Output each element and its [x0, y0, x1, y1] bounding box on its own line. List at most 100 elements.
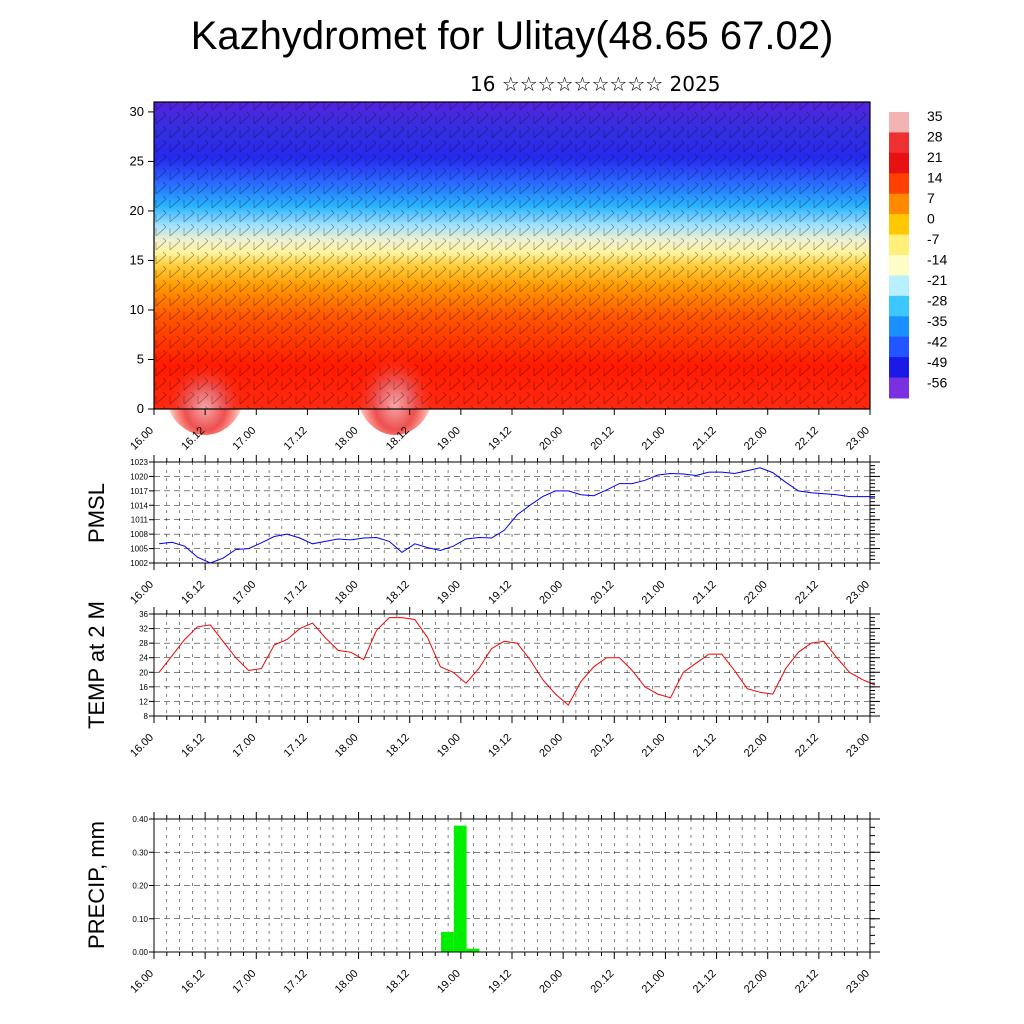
- y-tick-label: 1020: [130, 472, 148, 481]
- x-tick-label: 17.00: [230, 425, 258, 453]
- precip-grid: [154, 818, 870, 953]
- x-tick-label: 22.00: [742, 579, 770, 607]
- colorbar-box: [889, 152, 909, 174]
- y-tick-label: 0.30: [132, 848, 148, 857]
- chart-subtitle: 16 ☆☆☆☆☆☆☆☆☆ 2025: [470, 72, 721, 96]
- temp-y-label: TEMP at 2 M: [84, 601, 109, 729]
- x-tick-label: 20.12: [588, 732, 616, 760]
- x-tick-label: 20.00: [537, 579, 565, 607]
- precip-y-axis: 0.00 0.10 0.20 0.30 0.40: [132, 815, 880, 957]
- colorbar-label: -7: [927, 231, 940, 247]
- pmsl-line: [159, 467, 876, 564]
- colorbar-box: [889, 336, 909, 358]
- y-tick-label: 24: [139, 654, 148, 663]
- x-tick-label: 17.00: [230, 968, 258, 996]
- y-tick-label: 1017: [130, 487, 148, 496]
- x-tick-label: 18.00: [333, 968, 361, 996]
- x-tick-label: 16.00: [128, 425, 156, 453]
- y-tick-label: 0.10: [132, 915, 148, 924]
- colorbar-box: [889, 173, 909, 195]
- y-tick-label: 16: [139, 683, 148, 692]
- x-tick-label: 22.12: [793, 968, 821, 996]
- x-tick-label: 21.00: [640, 732, 668, 760]
- colorbar-box: [889, 255, 909, 276]
- y-tick-label: 20: [130, 203, 144, 218]
- x-tick-label: 17.00: [230, 732, 258, 760]
- x-tick-label: 21.12: [691, 579, 719, 607]
- y-tick-label: 1002: [130, 559, 148, 568]
- y-tick-label: 1014: [130, 501, 148, 510]
- precip-bar: [453, 825, 467, 952]
- precip-x-axis: 16.00 16.12 17.00 17.12 18.00 18.12 19.00 19.12…: [128, 812, 872, 996]
- pmsl-x-axis: 16.00 16.12 17.00 17.12 18.00 18.12 19.00 19.12…: [128, 455, 872, 607]
- precip-y-label: PRECIP, mm: [84, 821, 109, 949]
- colorbar-box: [889, 357, 909, 379]
- heatmap-y-axis: 0 5 10 15 20 25 30: [130, 104, 154, 416]
- x-tick-label: 22.12: [793, 579, 821, 607]
- colorbar-box: [889, 112, 909, 133]
- colorbar-label: 35: [927, 108, 943, 124]
- y-tick-label: 0.20: [132, 882, 148, 891]
- colorbar-box: [889, 316, 909, 338]
- x-tick-label: 17.12: [282, 425, 310, 453]
- x-tick-label: 17.12: [282, 579, 310, 607]
- x-tick-label: 19.00: [435, 968, 463, 996]
- colorbar-label: 28: [927, 129, 943, 145]
- y-tick-label: 32: [139, 625, 148, 634]
- y-tick-label: 1005: [130, 545, 148, 554]
- precip-panel: 0.00 0.10 0.20 0.30 0.40 16.00 16.12 17.00 17.1…: [84, 812, 880, 996]
- colorbar-box: [889, 193, 909, 215]
- x-tick-label: 18.00: [333, 732, 361, 760]
- y-tick-label: 0.00: [132, 948, 148, 957]
- x-tick-label: 21.00: [640, 968, 668, 996]
- x-tick-label: 21.00: [640, 425, 668, 453]
- temp-line: [158, 617, 876, 706]
- y-tick-label: 10: [130, 302, 144, 317]
- x-tick-label: 22.00: [742, 425, 770, 453]
- colorbar-labels: 35 28 21 14 7 0 -7 -14 -21 -28 -35 -42 -49 -56: [927, 108, 947, 391]
- pmsl-y-axis: 1002 1005 1008 1011 1014 1017 1020 1023: [130, 458, 880, 568]
- temp-panel: 8 12 16 20 24 28 32 36 16.00 16.12 17.00 17.12 18.0…: [84, 601, 880, 760]
- colorbar-box: [889, 132, 909, 154]
- colorbar-box: [889, 377, 909, 399]
- x-tick-label: 20.12: [588, 968, 616, 996]
- chart-title: Kazhydromet for Ulitay(48.65 67.02): [190, 14, 834, 58]
- precip-bar: [466, 948, 480, 952]
- y-tick-label: 15: [130, 252, 144, 267]
- x-tick-label: 19.00: [435, 732, 463, 760]
- colorbar-label: -28: [927, 293, 947, 309]
- y-tick-label: 12: [139, 697, 148, 706]
- y-tick-label: 1008: [130, 530, 148, 539]
- y-tick-label: 30: [130, 104, 144, 119]
- x-tick-label: 18.12: [384, 732, 412, 760]
- y-tick-label: 36: [139, 610, 148, 619]
- x-tick-label: 20.00: [537, 968, 565, 996]
- x-tick-label: 22.00: [742, 732, 770, 760]
- colorbar-label: 21: [927, 149, 943, 165]
- x-tick-label: 18.00: [333, 425, 361, 453]
- colorbar-label: -56: [927, 375, 947, 391]
- colorbar-label: -35: [927, 313, 947, 329]
- x-tick-label: 20.00: [537, 732, 565, 760]
- colorbar-label: -42: [927, 334, 947, 350]
- y-tick-label: 28: [139, 639, 148, 648]
- colorbar-label: 0: [927, 211, 935, 227]
- x-tick-label: 21.12: [691, 425, 719, 453]
- colorbar-label: 14: [927, 170, 943, 186]
- colorbar-box: [889, 214, 909, 236]
- colorbar-label: -21: [927, 272, 947, 288]
- x-tick-label: 19.12: [486, 732, 514, 760]
- x-tick-label: 16.00: [128, 579, 156, 607]
- colorbar-label: -49: [927, 354, 947, 370]
- x-tick-label: 17.12: [282, 968, 310, 996]
- pmsl-grid: [154, 461, 870, 564]
- x-tick-label: 18.12: [384, 968, 412, 996]
- x-tick-label: 19.00: [435, 425, 463, 453]
- x-tick-label: 20.00: [537, 425, 565, 453]
- y-tick-label: 20: [139, 668, 148, 677]
- precip-bar: [441, 932, 454, 952]
- heatmap-x-axis: 16.00 16.12 17.00 17.12 18.00 18.12 19.00 19.12…: [128, 409, 872, 453]
- y-tick-label: 8: [144, 712, 149, 721]
